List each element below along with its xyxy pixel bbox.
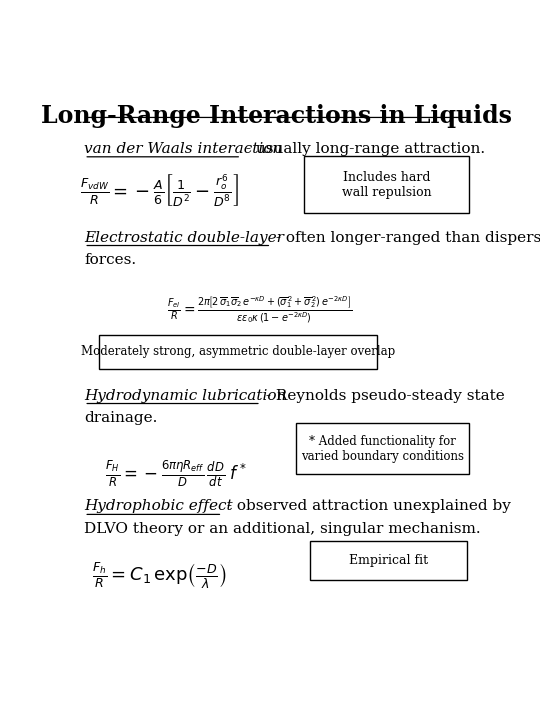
Text: Long-Range Interactions in Liquids: Long-Range Interactions in Liquids [41, 104, 512, 128]
Text: Electrostatic double-layer: Electrostatic double-layer [84, 230, 284, 245]
Text: Moderately strong, asymmetric double-layer overlap: Moderately strong, asymmetric double-lay… [81, 346, 395, 359]
FancyBboxPatch shape [295, 423, 469, 474]
Text: Empirical fit: Empirical fit [349, 554, 428, 567]
Text: * Added functionality for
varied boundary conditions: * Added functionality for varied boundar… [301, 435, 464, 463]
Text: van der Waals interaction: van der Waals interaction [84, 142, 282, 156]
FancyBboxPatch shape [304, 156, 469, 213]
Text: $\frac{F_h}{R} = C_1\,\exp\!\left(\frac{-D}{\lambda}\right)$: $\frac{F_h}{R} = C_1\,\exp\!\left(\frac{… [92, 560, 227, 591]
Text: $\frac{F_{vdW}}{R} = -\frac{A}{6}\left[\frac{1}{D^2} - \frac{r_o^6}{D^8}\right]$: $\frac{F_{vdW}}{R} = -\frac{A}{6}\left[\… [80, 172, 239, 209]
Text: $\frac{F_{el}}{R} = \frac{2\pi\!\left[2\,\overline{\sigma}_1\overline{\sigma}_2\: $\frac{F_{el}}{R} = \frac{2\pi\!\left[2\… [167, 294, 353, 325]
Text: - Reynolds pseudo-steady state: - Reynolds pseudo-steady state [261, 389, 504, 402]
Text: - usually long-range attraction.: - usually long-range attraction. [241, 142, 485, 156]
Text: Hydrophobic effect: Hydrophobic effect [84, 500, 233, 513]
FancyBboxPatch shape [99, 335, 377, 369]
Text: DLVO theory or an additional, singular mechanism.: DLVO theory or an additional, singular m… [84, 521, 481, 536]
Text: Hydrodynamic lubrication: Hydrodynamic lubrication [84, 389, 287, 402]
Text: Includes hard
wall repulsion: Includes hard wall repulsion [342, 171, 431, 199]
FancyBboxPatch shape [310, 541, 467, 580]
Text: - observed attraction unexplained by: - observed attraction unexplained by [222, 500, 511, 513]
Text: $\frac{F_H}{R} = -\frac{6\pi\eta R_{eff}}{D}\,\frac{dD}{dt}\;f^*$: $\frac{F_H}{R} = -\frac{6\pi\eta R_{eff}… [105, 458, 247, 489]
Text: - often longer-ranged than dispersion: - often longer-ranged than dispersion [271, 230, 540, 245]
Text: forces.: forces. [84, 253, 137, 266]
Text: drainage.: drainage. [84, 410, 158, 425]
